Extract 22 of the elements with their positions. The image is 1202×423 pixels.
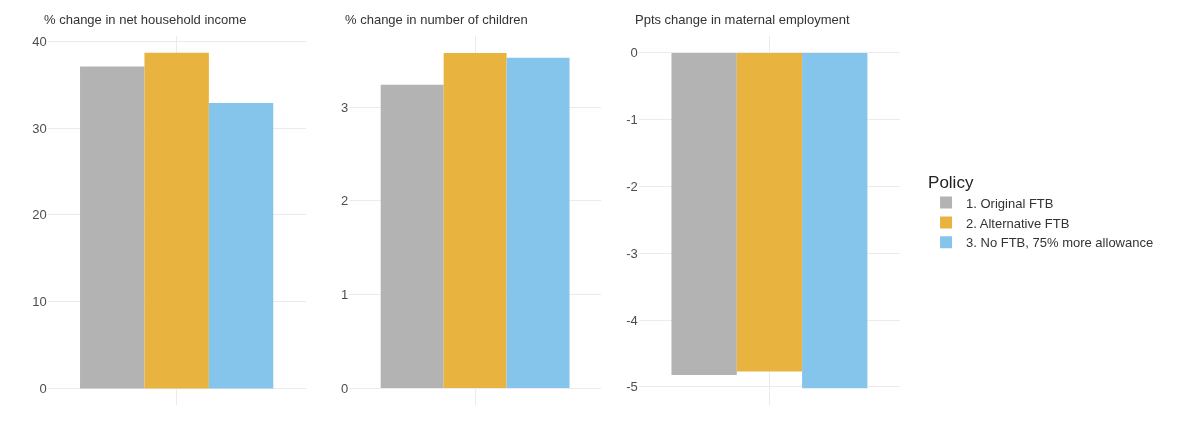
- y-tick-label: -1: [626, 112, 638, 128]
- y-tick-label: 10: [32, 294, 47, 310]
- y-tick-label: 1: [341, 287, 349, 303]
- chart-title: % change in net household income: [44, 12, 247, 27]
- y-tick-label: 3: [341, 99, 349, 115]
- y-tick-label: -5: [626, 379, 638, 395]
- legend-label: 1. Original FTB: [966, 195, 1054, 211]
- legend-title: Policy: [928, 172, 974, 192]
- y-tick-label: 30: [32, 120, 47, 136]
- legend-label: 3. No FTB, 75% more allowance: [966, 235, 1154, 251]
- y-tick-label: 40: [32, 33, 47, 49]
- y-tick-label: 0: [630, 45, 638, 61]
- chart-title: Ppts change in maternal employment: [635, 12, 850, 27]
- chart-title: % change in number of children: [345, 12, 528, 27]
- y-tick-label: -4: [626, 312, 638, 328]
- y-tick-label: 2: [341, 193, 349, 209]
- y-tick-label: 0: [341, 380, 349, 396]
- y-tick-label: 0: [39, 381, 47, 396]
- y-tick-label: -3: [626, 245, 638, 261]
- legend-label: 2. Alternative FTB: [966, 215, 1070, 231]
- y-tick-label: 20: [32, 207, 47, 223]
- y-tick-label: -2: [626, 179, 638, 195]
